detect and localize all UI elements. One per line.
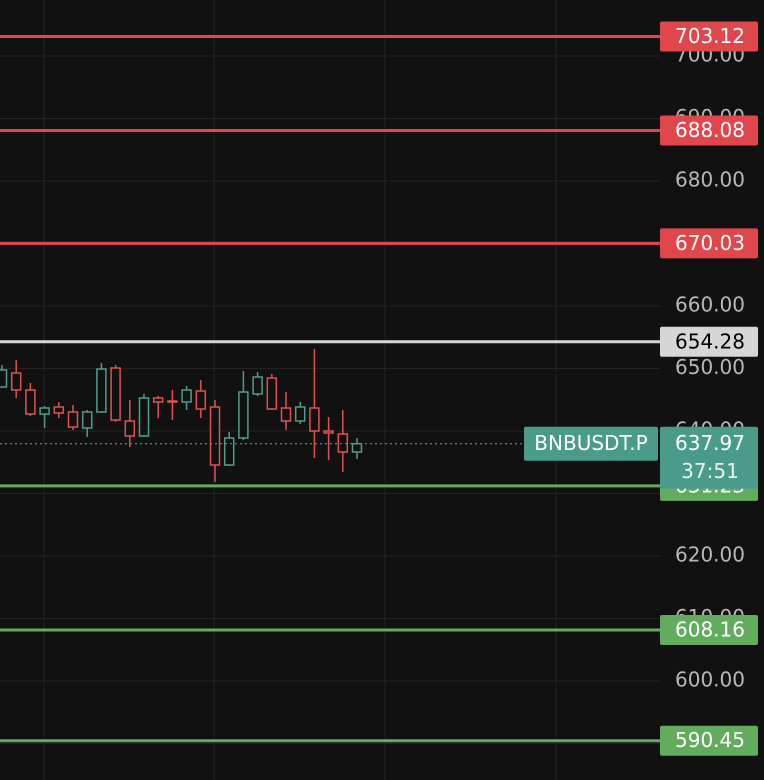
- y-tick-label: 660.00: [675, 293, 745, 317]
- candle-body: [280, 407, 292, 422]
- candle-body: [309, 407, 320, 432]
- candle-body: [67, 411, 79, 428]
- candle-body: [195, 390, 207, 410]
- candle-body: [39, 407, 50, 415]
- candle-body: [53, 406, 65, 414]
- level-label: 670.03: [675, 231, 745, 255]
- candle-body: [351, 442, 363, 453]
- price-badge: [660, 426, 758, 489]
- candle-body: [181, 389, 192, 403]
- level-label: 590.45: [675, 728, 745, 752]
- y-tick-label: 710.00: [675, 0, 745, 4]
- level-badge: [660, 326, 758, 357]
- level-badge: [660, 21, 758, 52]
- candle-body: [152, 397, 164, 403]
- candle-body: [0, 369, 8, 388]
- candle-body: [266, 377, 278, 410]
- level-label: 608.16: [675, 618, 745, 642]
- level-badge: [660, 615, 758, 645]
- candle-body: [96, 368, 107, 413]
- candle-body: [209, 406, 221, 466]
- level-badge: [660, 725, 758, 756]
- level-badge: [660, 115, 758, 146]
- candle-body: [25, 389, 36, 415]
- symbol-badge: [524, 426, 658, 461]
- level-label: 703.12: [675, 24, 745, 48]
- y-tick-label: 680.00: [675, 168, 745, 192]
- candle-body: [167, 400, 178, 403]
- candle-body: [138, 397, 150, 437]
- candle-body: [294, 406, 306, 422]
- y-tick-label: 650.00: [675, 355, 745, 379]
- candle-body: [337, 433, 349, 453]
- level-label: 654.28: [675, 329, 745, 353]
- candle-body: [110, 367, 121, 421]
- candle-body: [323, 430, 334, 434]
- candle-body: [223, 437, 235, 466]
- y-tick-label: 600.00: [675, 668, 745, 692]
- candle-body: [238, 391, 249, 439]
- candle-body: [252, 376, 263, 395]
- candle-body: [81, 411, 93, 429]
- countdown-label: 37:51: [681, 459, 739, 483]
- level-label: 688.08: [675, 118, 745, 142]
- candle-body: [124, 420, 136, 437]
- symbol-label: BNBUSDT.P: [534, 431, 647, 455]
- candle-body: [10, 372, 22, 391]
- y-tick-label: 620.00: [675, 543, 745, 567]
- level-badge: [660, 228, 758, 259]
- price-label: 637.97: [675, 431, 745, 455]
